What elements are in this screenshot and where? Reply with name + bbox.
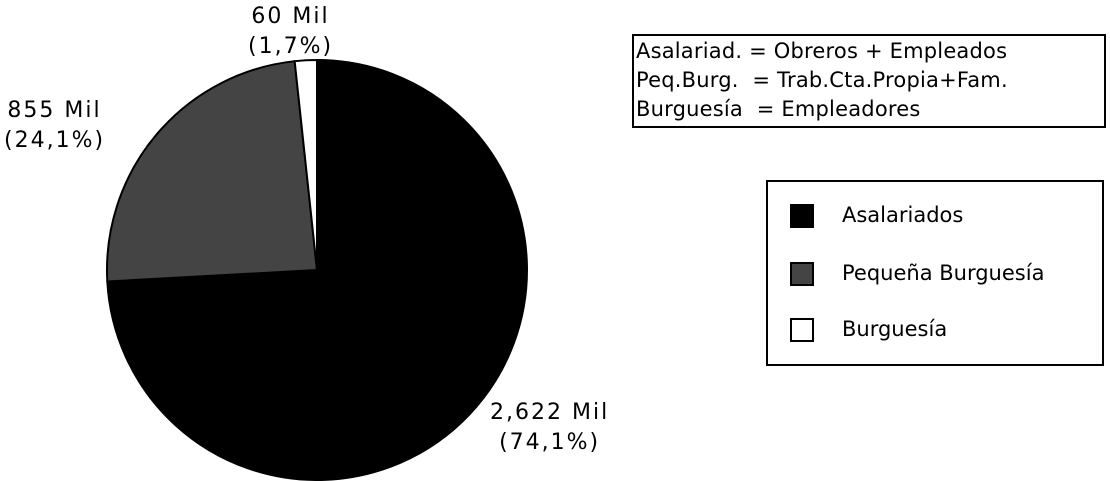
legend-label-asalariados: Asalariados [842,203,964,227]
pie-slice-pequena-burguesia [105,60,319,283]
slice-label-burguesia: 60 Mil (1,7%) [248,2,333,62]
legend-swatch-pequena-burguesia [790,262,814,286]
slice-label-asalariados: 2,622 Mil (74,1%) [490,398,609,458]
legend-swatch-asalariados [790,204,814,228]
legend-swatch-burguesia [790,318,814,342]
slice-value-pequena-burguesia: 855 Mil [7,98,102,123]
definitions-box: Asalariad. = Obreros + Empleados Peq.Bur… [632,34,1106,128]
slice-pct-asalariados: (74,1%) [499,430,601,455]
slice-pct-burguesia: (1,7%) [248,34,334,59]
slice-pct-pequena-burguesia: (24,1%) [4,128,106,153]
definition-pequena-burguesia: Peq.Burg. = Trab.Cta.Propia+Fam. [636,68,1008,92]
legend-label-burguesia: Burguesía [842,317,948,341]
legend: Asalariados Pequeña Burguesía Burguesía [766,180,1104,366]
legend-label-pequena-burguesia: Pequeña Burguesía [842,261,1045,285]
slice-value-burguesia: 60 Mil [251,4,330,29]
slice-value-asalariados: 2,622 Mil [490,400,610,425]
definition-burguesia: Burguesía = Empleadores [636,97,921,121]
definition-asalariados: Asalariad. = Obreros + Empleados [636,39,1008,63]
pie-slice-burguesia [293,58,318,271]
slice-label-pequena-burguesia: 855 Mil (24,1%) [4,96,105,156]
